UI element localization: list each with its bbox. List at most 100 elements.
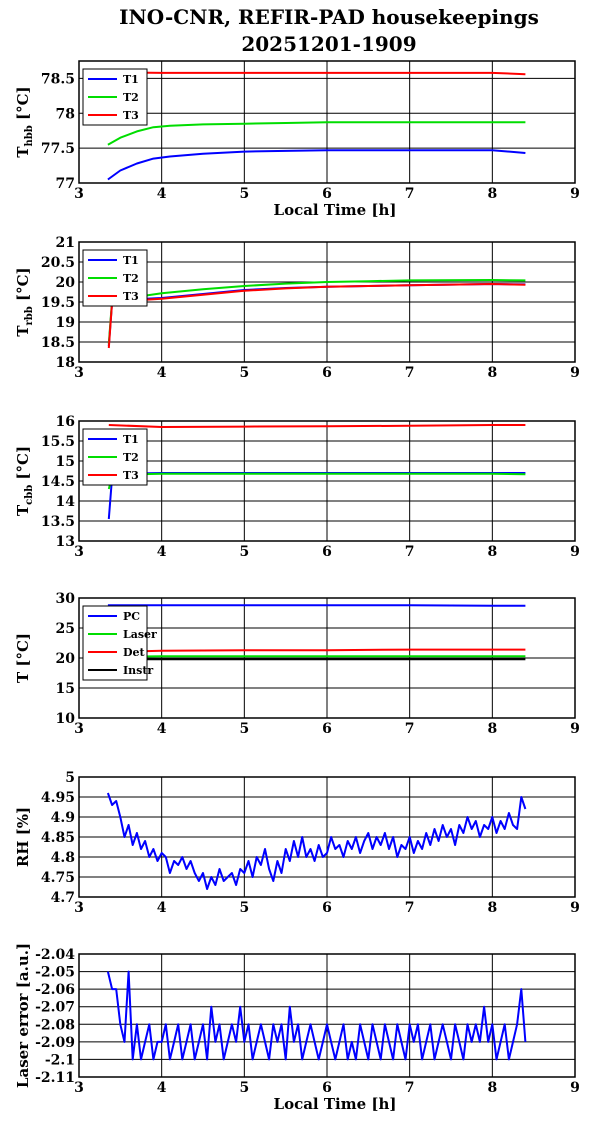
x-tick-label: 6	[322, 186, 332, 202]
x-tick-label: 4	[157, 186, 167, 202]
y-tick-label: 19	[56, 315, 75, 331]
legend-label-t2: T2	[123, 91, 139, 104]
y-tick-label: -2.11	[35, 1070, 75, 1086]
series-line-t3	[107, 283, 526, 349]
y-tick-label: -2.06	[35, 982, 75, 998]
legend: T1 T2 T3	[82, 249, 148, 307]
legend: PC Laser Det Instr	[82, 605, 157, 681]
series-line-pc	[107, 604, 526, 607]
series-line-t1	[107, 149, 526, 181]
y-tick-label: 4.75	[41, 870, 75, 886]
x-tick-label: 6	[322, 1080, 332, 1096]
y-axis-label: Tcbb [°C]	[14, 446, 35, 516]
chart-panel-6: 3 4 5 6 7 8 9-2.11-2.1-2.09-2.08-2.07-2.06-2.0…	[14, 943, 580, 1113]
x-tick-label: 6	[322, 721, 332, 737]
chart-panel-5: 3 4 5 6 7 8 9 4.7 4.75 4.8 4.85 4.9 4.95 5 RH [%]	[14, 770, 580, 916]
plot-frame	[78, 60, 576, 184]
x-tick-label: 7	[405, 544, 415, 560]
y-tick-label: 14.5	[41, 474, 75, 490]
y-axis-label: RH [%]	[14, 807, 32, 867]
y-tick-label: 21	[56, 235, 75, 251]
y-tick-label: -2.08	[35, 1017, 75, 1033]
x-tick-label: 4	[157, 544, 167, 560]
x-tick-label: 4	[157, 1080, 167, 1096]
y-tick-label: 15	[56, 454, 75, 470]
series-line-t3	[107, 71, 526, 76]
y-tick-label: 16	[56, 414, 75, 430]
series-line-det	[107, 648, 526, 653]
legend-label-t1: T1	[123, 433, 139, 446]
y-tick-label: 18	[56, 355, 75, 371]
series-line-t1	[107, 283, 526, 347]
x-tick-label: 3	[74, 1080, 84, 1096]
x-tick-label: 7	[405, 900, 415, 916]
plot-frame	[78, 241, 576, 363]
x-tick-label: 8	[487, 721, 497, 737]
x-tick-label: 3	[74, 900, 84, 916]
x-tick-label: 6	[322, 544, 332, 560]
y-tick-label: -2.04	[35, 947, 75, 963]
x-tick-label: 6	[322, 900, 332, 916]
x-tick-label: 8	[487, 900, 497, 916]
legend-label-instr: Instr	[123, 664, 153, 677]
y-axis-label: Trbb [°C]	[14, 267, 35, 336]
y-tick-label: -2.09	[35, 1035, 75, 1051]
figure-title-line1: INO-CNR, REFIR-PAD housekeepings	[119, 5, 539, 29]
legend-label-laser: Laser	[123, 628, 157, 641]
figure-title-line2: 20251201-1909	[241, 32, 416, 56]
y-tick-label: 13	[56, 534, 75, 550]
series-line-t1	[107, 472, 526, 520]
x-tick-label: 9	[570, 900, 580, 916]
y-tick-label: -2.1	[45, 1052, 75, 1068]
plot-frame	[78, 953, 576, 1078]
legend-label-t3: T3	[123, 290, 139, 303]
x-tick-label: 9	[570, 186, 580, 202]
plot-frame	[78, 597, 576, 719]
y-tick-label: 4.9	[51, 810, 75, 826]
y-tick-label: 77.5	[41, 141, 75, 157]
y-tick-label: 77	[56, 176, 75, 192]
x-tick-label: 9	[570, 544, 580, 560]
x-tick-label: 5	[239, 721, 249, 737]
x-tick-label: 7	[405, 365, 415, 381]
y-tick-label: 14	[56, 494, 76, 510]
chart-panel-4: 3 4 5 6 7 8 9 10 15 20 25 30 T [°C] PC Laser Det Instr	[14, 591, 580, 737]
y-tick-label: 20	[56, 275, 76, 291]
legend-box	[82, 605, 148, 681]
y-tick-label: 25	[56, 621, 75, 637]
series-line-t3	[108, 424, 526, 428]
y-axis-label: Laser error [a.u.]	[14, 943, 32, 1088]
x-tick-label: 5	[239, 544, 249, 560]
x-tick-label: 5	[239, 365, 249, 381]
x-tick-label: 3	[74, 544, 84, 560]
y-tick-label: 10	[56, 711, 76, 727]
series-line-data	[106, 970, 527, 1061]
legend: T1 T2 T3	[82, 428, 148, 486]
y-tick-label: 20.5	[41, 255, 75, 271]
y-tick-label: 4.95	[41, 790, 75, 806]
x-tick-label: 8	[487, 365, 497, 381]
y-tick-label: 13.5	[41, 514, 75, 530]
x-tick-label: 4	[157, 721, 167, 737]
x-axis-label: Local Time [h]	[274, 201, 397, 219]
y-tick-label: 30	[56, 591, 76, 607]
series-line-laser	[107, 655, 526, 658]
x-tick-label: 8	[487, 544, 497, 560]
x-axis-label: Local Time [h]	[274, 1095, 397, 1113]
x-tick-label: 7	[405, 1080, 415, 1096]
y-tick-label: 18.5	[41, 335, 75, 351]
y-tick-label: -2.07	[35, 1000, 75, 1016]
x-tick-label: 4	[157, 900, 167, 916]
chart-panel-2: 3 4 5 6 7 8 9 18 18.5 19 19.5 20 20.5 21 Trbb [°C] T1 T2…	[14, 235, 580, 381]
x-tick-label: 3	[74, 721, 84, 737]
plot-frame	[78, 420, 576, 542]
x-tick-label: 8	[487, 186, 497, 202]
series-line-t2	[107, 121, 526, 146]
x-tick-label: 7	[405, 186, 415, 202]
series-line-t2	[107, 279, 526, 345]
x-tick-label: 9	[570, 721, 580, 737]
legend-label-t1: T1	[123, 254, 139, 267]
y-tick-label: 78.5	[41, 71, 75, 87]
